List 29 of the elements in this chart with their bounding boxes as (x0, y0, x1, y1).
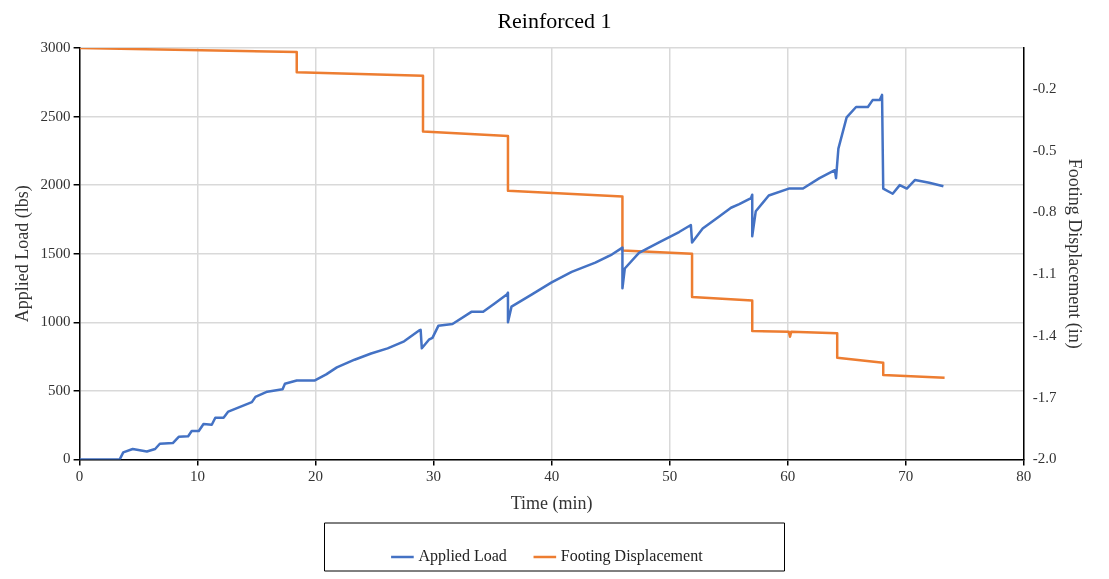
chart-title: Reinforced 1 (496, 7, 613, 35)
x-tick-label: 40 (544, 468, 560, 485)
x-tick-label: 0 (75, 468, 84, 485)
y-axis-title: Applied Load (lbs) (11, 185, 33, 323)
y2-axis-title: Footing Displacement (in) (1064, 158, 1086, 349)
x-tick-label: 70 (898, 468, 914, 485)
y2-tick-label: -0.2 (1032, 80, 1057, 97)
y2-tick-label: -0.5 (1032, 141, 1057, 158)
legend-label: Applied Load (418, 547, 507, 566)
legend-label: Footing Displacement (560, 547, 704, 566)
y-tick-label: 3000 (40, 38, 71, 55)
y-tick-label: 500 (48, 381, 71, 398)
x-tick-label: 80 (1016, 468, 1032, 485)
y-tick-label: 1000 (40, 313, 71, 330)
y2-tick-label: -2.0 (1032, 450, 1057, 467)
y2-tick-label: -1.1 (1032, 265, 1057, 282)
y2-tick-label: -1.7 (1032, 388, 1057, 405)
x-tick-label: 10 (190, 468, 206, 485)
y-tick-label: 2000 (40, 176, 71, 193)
y-tick-label: 2500 (40, 107, 71, 124)
x-tick-label: 30 (426, 468, 442, 485)
y2-tick-label: -0.8 (1032, 203, 1057, 220)
y-tick-label: 1500 (40, 244, 71, 261)
x-tick-label: 20 (308, 468, 324, 485)
y2-tick-label: -1.4 (1032, 326, 1057, 343)
y-tick-label: 0 (63, 450, 71, 467)
x-tick-label: 60 (780, 468, 796, 485)
x-tick-label: 50 (662, 468, 678, 485)
x-axis-title: Time (min) (510, 492, 593, 514)
